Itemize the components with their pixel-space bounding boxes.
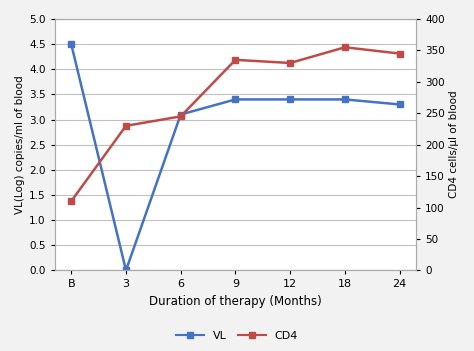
X-axis label: Duration of therapy (Months): Duration of therapy (Months) [149,295,322,308]
Legend: VL, CD4: VL, CD4 [172,326,302,345]
VL [68,42,74,46]
Line: CD4: CD4 [68,44,403,205]
VL [123,268,129,272]
Y-axis label: CD4 cells/µl of blood: CD4 cells/µl of blood [449,91,459,198]
Y-axis label: VL(Log) copies/ml of blood: VL(Log) copies/ml of blood [15,75,25,214]
CD4 [287,61,293,65]
VL [178,112,183,117]
CD4 [123,124,129,128]
Line: VL: VL [68,41,403,274]
CD4 [178,114,183,119]
CD4 [233,58,238,62]
CD4 [342,45,348,49]
VL [233,97,238,101]
CD4 [68,199,74,203]
VL [397,102,402,107]
VL [287,97,293,101]
CD4 [397,52,402,56]
VL [342,97,348,101]
